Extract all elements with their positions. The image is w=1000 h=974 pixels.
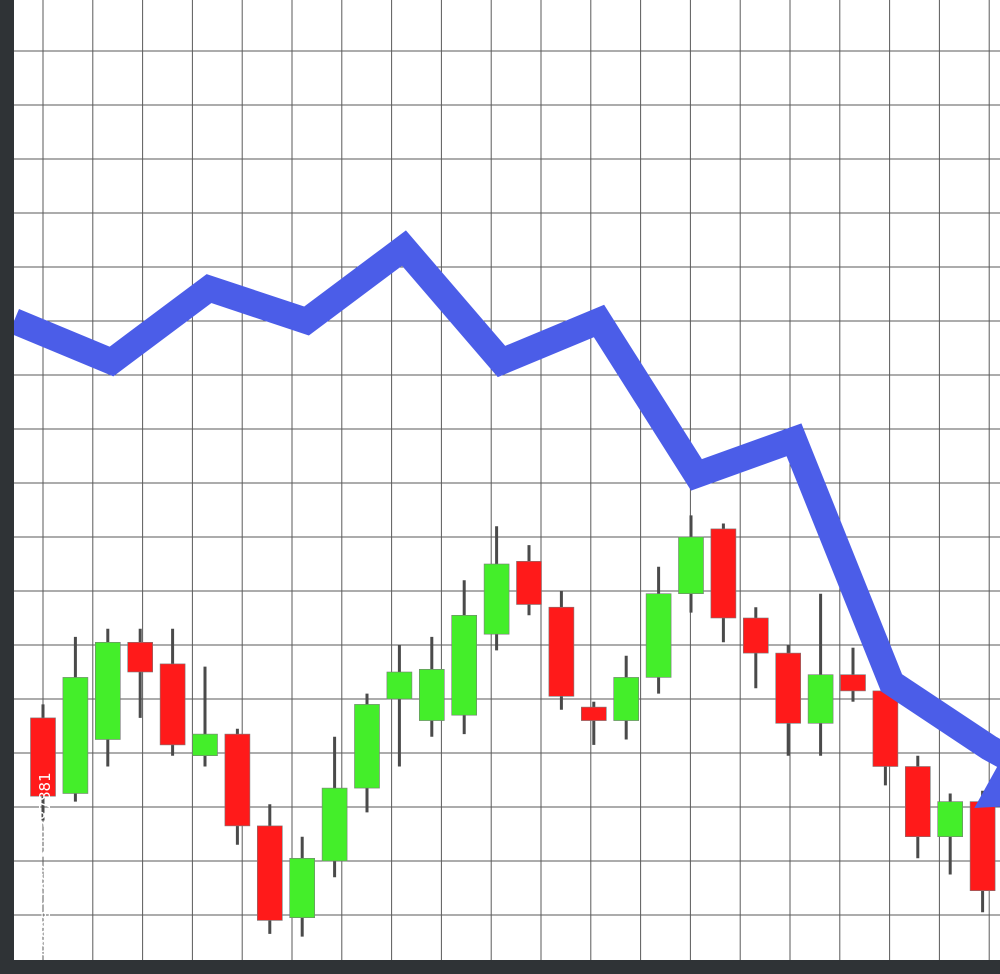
candle (30, 704, 56, 821)
candle (580, 701, 607, 745)
candle (62, 636, 89, 802)
candle (613, 655, 640, 740)
candle-body-bullish (95, 641, 121, 740)
candle-body-bearish (872, 690, 899, 767)
candle (127, 628, 153, 718)
candle-body-bearish (580, 706, 607, 721)
candle (840, 647, 866, 702)
candle-body-bullish (613, 677, 640, 721)
candle-body-bearish (127, 641, 153, 673)
candle-body-bearish (710, 528, 737, 619)
candle (904, 755, 931, 859)
candle (386, 645, 413, 767)
candle-body-bearish (969, 801, 996, 891)
candle-body-bullish (62, 677, 89, 794)
candle-body-bullish (451, 614, 478, 716)
candle (354, 693, 380, 813)
candle (224, 728, 251, 845)
candle (159, 628, 186, 756)
candle (937, 793, 964, 875)
candle (775, 645, 802, 756)
candle-body-bearish (840, 674, 866, 692)
candle (483, 526, 510, 651)
candles (30, 515, 996, 937)
trend-arrow (9, 230, 1000, 809)
candle (969, 790, 996, 913)
candle (678, 515, 704, 613)
candle (548, 591, 575, 710)
candle-body-bullish (386, 671, 413, 700)
trend-arrowhead (974, 761, 1000, 809)
candle-body-bearish (256, 825, 283, 921)
candle-body-bearish (224, 733, 251, 827)
candle (742, 607, 769, 689)
candle-body-bullish (937, 801, 964, 837)
candle-body-bearish (30, 717, 56, 797)
trend-line (9, 230, 1000, 769)
candle-body-bearish (159, 663, 186, 746)
stock-brand-text: Adobe Stock (36, 864, 54, 958)
candle-body-bullish (678, 536, 704, 595)
candle-body-bullish (289, 857, 316, 918)
candle (418, 636, 445, 737)
candle (256, 804, 283, 934)
stock-id-label: Adobe Stock 509387881 (36, 772, 54, 958)
candle-body-bullish (418, 668, 445, 721)
candle (645, 566, 672, 694)
candle-body-bearish (548, 606, 575, 697)
candle (807, 593, 834, 756)
left-frame-bar (0, 0, 14, 974)
candle-body-bearish (516, 560, 542, 605)
candle-body-bullish (483, 563, 510, 635)
stock-id-text: 509387881 (36, 772, 54, 858)
candle-body-bearish (904, 766, 931, 837)
candle (95, 628, 121, 767)
candle-body-bullish (807, 674, 834, 724)
candle (321, 736, 348, 878)
candle-body-bullish (354, 704, 380, 789)
candle (516, 545, 542, 616)
candle-body-bearish (775, 652, 802, 724)
candle (451, 580, 478, 735)
candle (289, 836, 316, 937)
candle (710, 523, 737, 643)
candle-body-bearish (742, 617, 769, 654)
candle (192, 666, 218, 767)
candle-body-bullish (321, 787, 348, 862)
candle-body-bullish (192, 733, 218, 756)
candle-body-bullish (645, 593, 672, 678)
candle (872, 682, 899, 786)
bottom-frame-bar (0, 960, 1000, 974)
